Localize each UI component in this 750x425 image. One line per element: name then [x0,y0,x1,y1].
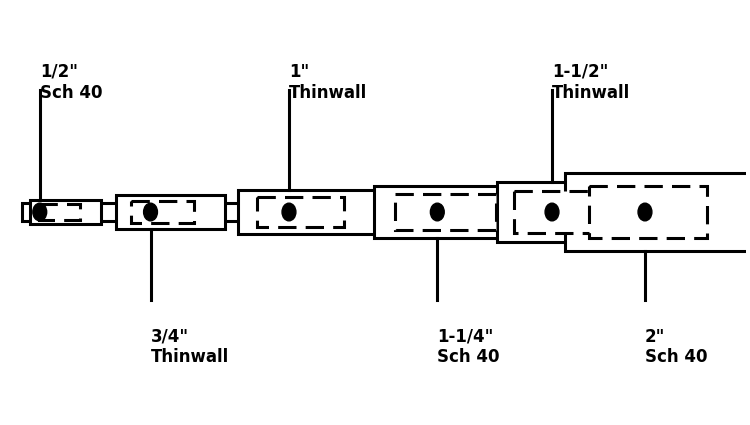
Ellipse shape [282,203,296,221]
Bar [589,186,707,238]
Bar [238,190,384,234]
Text: 1"
Thinwall: 1" Thinwall [289,63,368,102]
Bar [130,201,194,223]
Ellipse shape [430,203,444,221]
Text: 1/2"
Sch 40: 1/2" Sch 40 [40,63,102,102]
Bar [565,173,750,251]
Bar [30,200,101,224]
Ellipse shape [545,203,559,221]
Bar [116,196,225,229]
Ellipse shape [33,203,46,221]
Ellipse shape [638,203,652,221]
Bar [39,204,80,220]
Text: 1-1/2"
Thinwall: 1-1/2" Thinwall [552,63,630,102]
Text: 2"
Sch 40: 2" Sch 40 [645,328,707,366]
Bar [514,191,605,232]
Text: 1-1/4"
Sch 40: 1-1/4" Sch 40 [437,328,500,366]
Ellipse shape [143,203,158,221]
Text: 3/4"
Thinwall: 3/4" Thinwall [151,328,229,366]
Bar [496,181,643,242]
Bar [394,194,496,230]
Bar [257,197,344,227]
Bar [22,203,728,221]
Bar [374,186,540,238]
